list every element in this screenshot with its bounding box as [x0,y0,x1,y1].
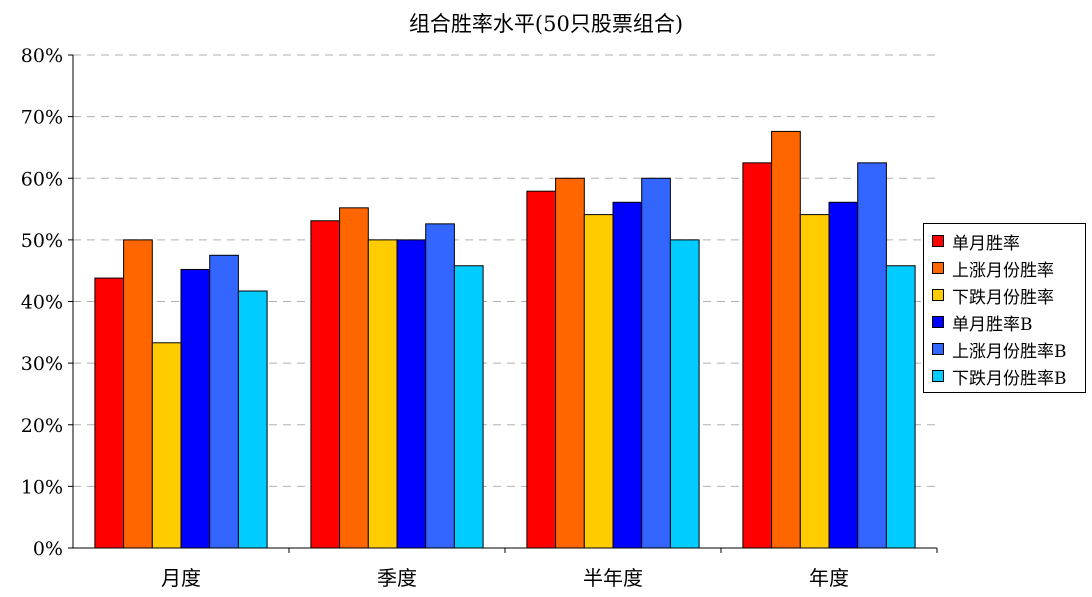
bar [367,239,398,549]
legend-item: 上涨月份胜率B [932,336,1067,362]
x-tick-label: 季度 [377,566,417,590]
bar [612,201,643,549]
legend-label: 上涨月份胜率 [952,260,1054,281]
x-tick-label: 月度 [161,566,201,590]
legend-item: 单月胜率B [932,309,1033,335]
y-tick-label: 30% [21,353,63,375]
bar [180,268,211,549]
axes [72,55,938,553]
bar [151,342,182,549]
y-tick-labels: 0% 10% 20% 30% 40% 50% 60% 70% 80% [21,45,63,560]
bar [209,254,239,549]
legend-item: 下跌月份胜率B [932,363,1067,389]
legend-label: 下跌月份胜率B [952,368,1067,389]
chart-title: 组合胜率水平(50只股票组合) [408,12,684,36]
y-tick-label: 50% [21,230,63,252]
y-tick-label: 0% [33,538,63,560]
legend-item: 下跌月份胜率 [932,282,1054,308]
bar [237,290,268,549]
bar [425,223,455,549]
bar [583,214,614,549]
bar [857,162,887,549]
bar [339,207,369,549]
bar [94,277,125,549]
legend-swatch [932,235,944,247]
legend-swatch [932,370,944,382]
legend-label: 单月胜率B [952,314,1033,335]
bar [396,239,427,549]
bar [555,177,585,549]
x-tick-labels: 月度 季度 半年度 年度 [161,566,849,590]
y-tick-label: 20% [21,415,63,437]
legend-label: 下跌月份胜率 [952,287,1054,308]
y-tick-label: 60% [21,168,63,190]
bar [799,214,830,549]
x-tick-label: 半年度 [583,566,643,590]
legend-item: 单月胜率 [932,228,1020,254]
legend-label: 单月胜率 [952,233,1020,254]
bar [669,239,700,549]
y-tick-label: 40% [21,292,63,314]
bars [94,130,916,549]
bar [742,162,773,549]
bar [641,177,671,549]
bar [828,201,859,549]
bar [771,130,801,549]
legend-swatch [932,262,944,274]
bar [310,220,341,549]
bar [453,265,484,549]
y-tick-label: 70% [21,107,63,129]
x-tick-label: 年度 [809,566,849,590]
bar [526,190,557,549]
legend: 单月胜率上涨月份胜率 下跌月份胜率 单月胜率B 上涨月份胜率B 下跌月份胜率B [923,223,1086,393]
legend-swatch [932,316,944,328]
legend-swatch [932,289,944,301]
bar [123,239,153,549]
y-tick-label: 80% [21,45,63,67]
y-tick-label: 10% [21,476,63,498]
legend-label: 上涨月份胜率B [952,341,1067,362]
bar [885,265,916,549]
legend-item: 上涨月份胜率 [932,255,1054,281]
legend-swatch [932,343,944,355]
